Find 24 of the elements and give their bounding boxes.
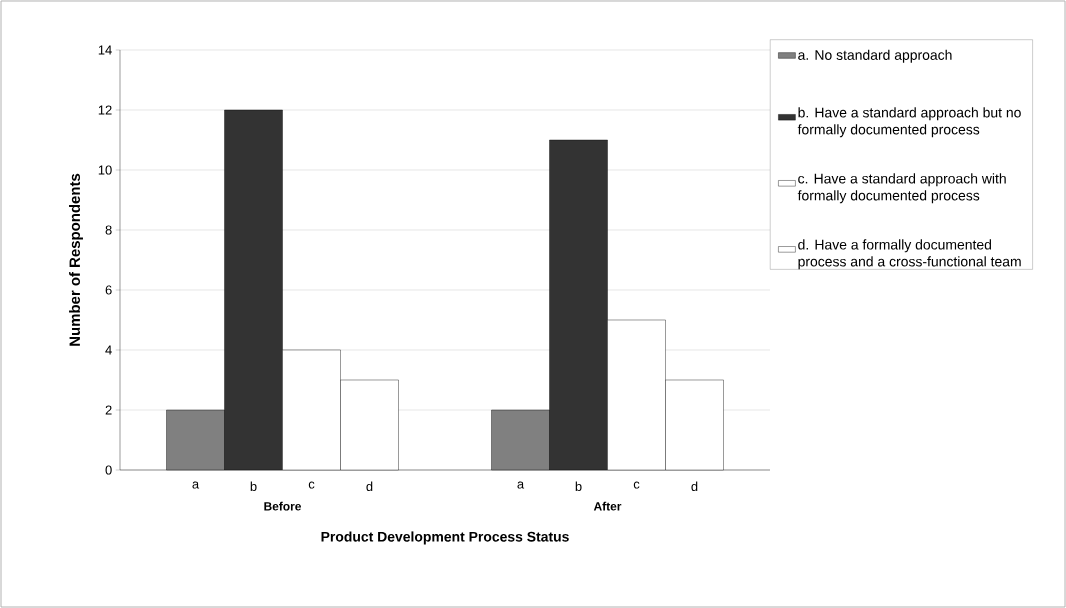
y-axis-title: Number of Respondents xyxy=(69,173,83,346)
x-axis-title: Product Development Process Status xyxy=(321,531,569,545)
text: a xyxy=(192,481,200,489)
text: c xyxy=(308,481,315,489)
text: d xyxy=(366,481,373,492)
y-tick-label: 8 xyxy=(105,225,112,235)
y-tick-label: 2 xyxy=(105,405,112,415)
y-tick-label: 6 xyxy=(105,285,112,295)
legend-label: b. Have a standard approach but no formally documented process xyxy=(797,107,1021,138)
y-tick-label: 14 xyxy=(98,45,112,55)
text: b xyxy=(250,481,257,492)
x-tick-label: After xyxy=(593,501,622,511)
y-tick-label: 12 xyxy=(98,105,112,115)
text: a xyxy=(517,481,525,489)
text: b xyxy=(575,481,582,492)
legend-label: c. Have a standard approach with formally documented process xyxy=(797,173,1006,204)
legend-label: d. Have a formally documented process and a cross-functional team xyxy=(798,239,1021,270)
y-tick-label: 4 xyxy=(105,345,112,355)
y-tick-label: 0 xyxy=(105,465,112,475)
x-tick-label: Before xyxy=(264,501,302,511)
text: d xyxy=(691,481,698,492)
legend-label: a. No standard approach xyxy=(798,49,952,63)
y-tick-label: 10 xyxy=(98,165,112,175)
text: c xyxy=(633,481,640,489)
